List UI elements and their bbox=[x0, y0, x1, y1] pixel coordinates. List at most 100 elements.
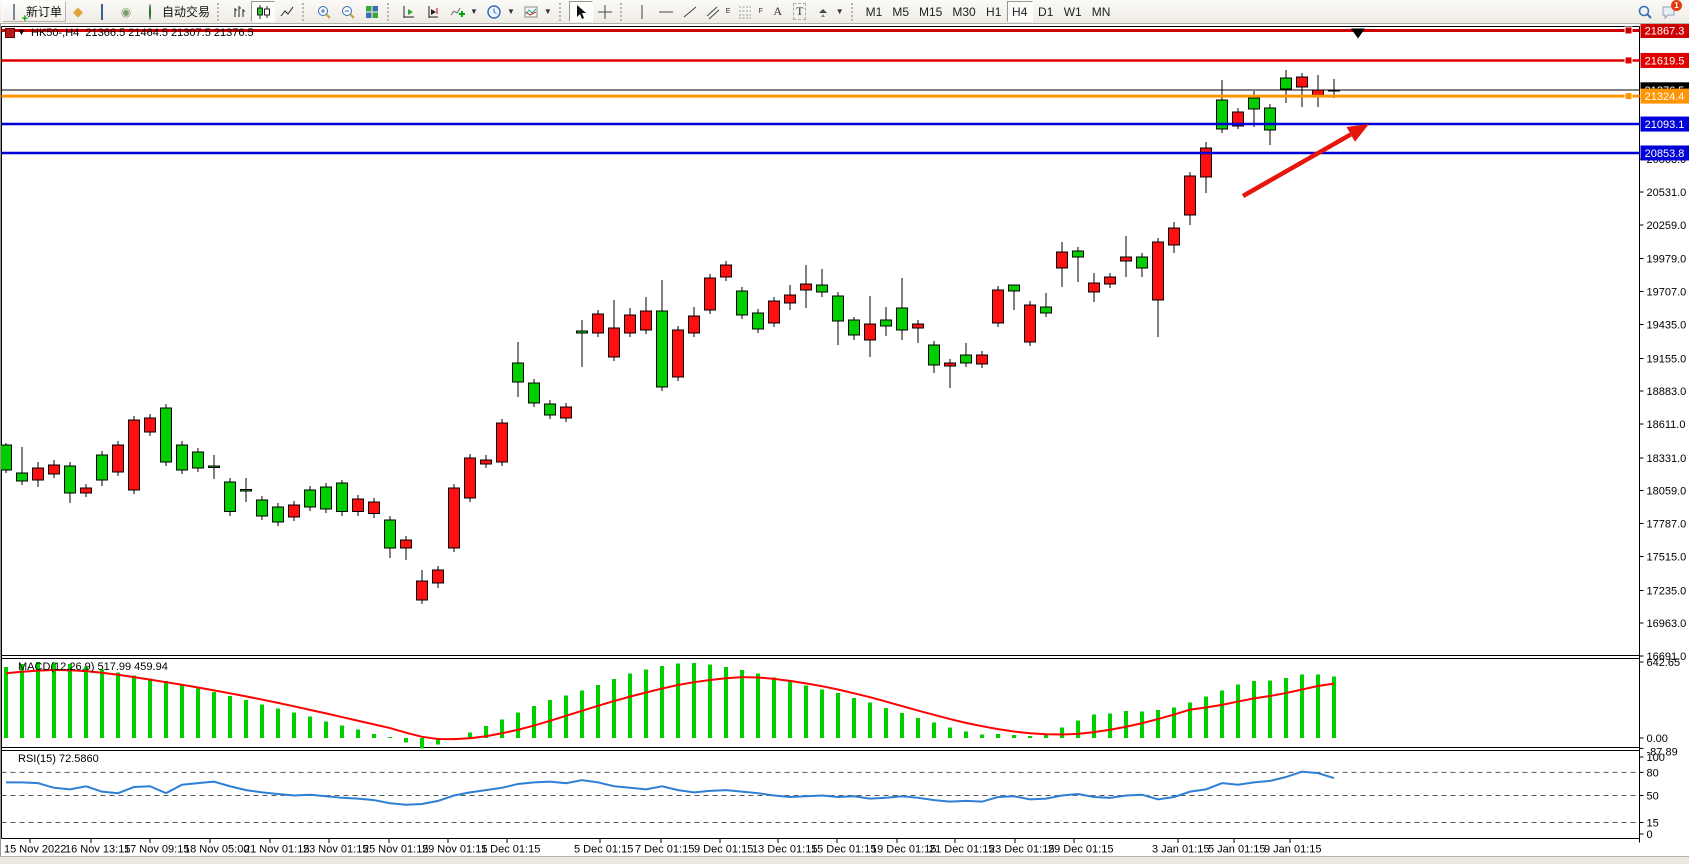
text-tool-button[interactable]: A bbox=[767, 1, 789, 22]
macd-histogram-bar bbox=[1124, 710, 1128, 738]
macd-histogram-bar bbox=[1252, 681, 1256, 738]
signals-button[interactable]: ◉ bbox=[114, 1, 138, 22]
chart-ohlc-values: 21366.5 21464.5 21307.5 21376.5 bbox=[85, 27, 254, 39]
bear-candle bbox=[1168, 227, 1180, 246]
macd-histogram-bar bbox=[420, 738, 424, 749]
timeframe-button-M5[interactable]: M5 bbox=[887, 1, 914, 22]
macd-histogram-bar bbox=[1140, 711, 1144, 738]
time-tick-label: 23 Dec 01:15 bbox=[989, 844, 1054, 856]
macd-histogram-bar bbox=[308, 716, 312, 738]
market-watch-button[interactable] bbox=[90, 1, 114, 22]
crosshair-tool-button[interactable] bbox=[593, 1, 617, 22]
chart-shift-button[interactable] bbox=[421, 1, 445, 22]
cursor-tool-button[interactable] bbox=[568, 1, 593, 22]
notification-badge: 1 bbox=[1671, 0, 1682, 11]
price-tick-label: 19155.0 bbox=[1647, 353, 1687, 365]
macd-histogram-bar bbox=[228, 696, 232, 738]
bull-candle bbox=[544, 403, 556, 416]
time-tick-label: 15 Nov 2022 bbox=[4, 844, 66, 856]
chart-frame bbox=[1, 26, 1640, 843]
chart-state-icon[interactable] bbox=[5, 28, 15, 38]
zoom-out-button[interactable] bbox=[336, 1, 360, 22]
text-label-tool-button[interactable]: T bbox=[789, 1, 811, 22]
timeframe-button-H4[interactable]: H4 bbox=[1006, 1, 1033, 22]
macd-histogram-bar bbox=[1012, 735, 1016, 738]
chart-symbol-period: HK50-,H4 bbox=[31, 27, 80, 39]
trendline-tool-button[interactable] bbox=[678, 1, 702, 22]
search-button[interactable] bbox=[1633, 1, 1657, 22]
bull-candle bbox=[656, 310, 668, 388]
periods-button[interactable]: ▼ bbox=[482, 1, 519, 22]
price-tick-label: 18883.0 bbox=[1647, 386, 1687, 398]
zoom-in-button[interactable] bbox=[312, 1, 336, 22]
symbol-dropdown-icon[interactable]: ▼ bbox=[17, 27, 26, 37]
bull-candle bbox=[1040, 306, 1052, 314]
bar-chart-mode-button[interactable] bbox=[227, 1, 251, 22]
macd-axis-label: 0.00 bbox=[1647, 733, 1668, 745]
bear-candle bbox=[640, 310, 652, 331]
bear-candle bbox=[1088, 282, 1100, 293]
bear-candle bbox=[1152, 241, 1164, 301]
bear-candle bbox=[1056, 251, 1068, 269]
trendline-icon bbox=[683, 6, 697, 17]
macd-histogram-bar bbox=[164, 681, 168, 738]
rsi-line bbox=[6, 770, 1335, 806]
macd-histogram-bar bbox=[324, 721, 328, 738]
bull-candle bbox=[752, 312, 764, 330]
macd-histogram-bar bbox=[436, 738, 440, 745]
macd-histogram-bar bbox=[644, 669, 648, 738]
macd-histogram-bar bbox=[628, 673, 632, 738]
templates-button[interactable]: ▼ bbox=[519, 1, 556, 22]
time-tick-label: 23 Nov 01:15 bbox=[303, 844, 368, 856]
trend-arrow-annotation[interactable] bbox=[1241, 124, 1369, 198]
line-handle[interactable] bbox=[1624, 56, 1633, 65]
timeframe-button-M15[interactable]: M15 bbox=[914, 1, 947, 22]
bull-candle bbox=[192, 451, 204, 469]
auto-scroll-button[interactable] bbox=[397, 1, 421, 22]
notifications-button[interactable]: 1 bbox=[1657, 0, 1682, 22]
tile-windows-button[interactable] bbox=[360, 1, 384, 22]
bull-candle bbox=[576, 330, 588, 334]
fibonacci-tool-button[interactable]: F bbox=[734, 1, 766, 22]
time-tick-label: 1 Dec 01:15 bbox=[481, 844, 540, 856]
arrows-tool-button[interactable]: ▼ bbox=[811, 1, 848, 22]
bear-candle bbox=[784, 294, 796, 304]
price-tick-label: 17787.0 bbox=[1647, 519, 1687, 531]
vertical-line-tool-button[interactable] bbox=[630, 1, 654, 22]
indicators-button[interactable]: ▼ bbox=[445, 1, 482, 22]
price-tick-label: 19979.0 bbox=[1647, 254, 1687, 266]
toolbar-grip bbox=[302, 2, 307, 21]
bull-candle bbox=[160, 407, 172, 463]
bear-candle bbox=[672, 329, 684, 378]
macd-pane bbox=[4, 661, 1336, 749]
line-chart-mode-button[interactable] bbox=[275, 1, 299, 22]
macd-histogram-bar bbox=[148, 678, 152, 738]
timeframe-button-M1[interactable]: M1 bbox=[861, 1, 888, 22]
line-handle[interactable] bbox=[1624, 26, 1633, 35]
chevron-down-icon: ▼ bbox=[506, 7, 515, 16]
timeframe-button-D1[interactable]: D1 bbox=[1033, 1, 1059, 22]
timeframe-button-H1[interactable]: H1 bbox=[981, 1, 1007, 22]
line-handle[interactable] bbox=[1624, 92, 1633, 101]
bear-candle bbox=[288, 504, 300, 518]
time-tick-label: 3 Jan 01:15 bbox=[1152, 844, 1210, 856]
horizontal-line-tool-button[interactable] bbox=[654, 1, 678, 22]
equidistant-channel-tool-button[interactable]: E bbox=[702, 1, 735, 22]
macd-histogram-bar bbox=[1156, 709, 1160, 738]
horizontal-line-icon bbox=[658, 11, 673, 12]
candlestick-mode-button[interactable] bbox=[251, 1, 276, 22]
bull-candle bbox=[512, 362, 524, 383]
bear-candle bbox=[912, 323, 924, 329]
new-order-button[interactable]: + 新订单 bbox=[2, 1, 67, 24]
mql-wizard-button[interactable]: ◆ bbox=[66, 1, 90, 22]
bull-candle bbox=[928, 344, 940, 366]
auto-trading-label: 自动交易 bbox=[162, 5, 211, 19]
macd-histogram-bar bbox=[68, 664, 72, 738]
macd-histogram-bar bbox=[980, 734, 984, 738]
macd-histogram-bar bbox=[52, 662, 56, 738]
timeframe-button-M30[interactable]: M30 bbox=[947, 1, 980, 22]
timeframe-button-W1[interactable]: W1 bbox=[1059, 1, 1087, 22]
hline-price-label-text: 21324.4 bbox=[1645, 91, 1685, 103]
timeframe-button-MN[interactable]: MN bbox=[1087, 1, 1116, 22]
auto-trading-button[interactable]: 自动交易 bbox=[138, 1, 214, 22]
